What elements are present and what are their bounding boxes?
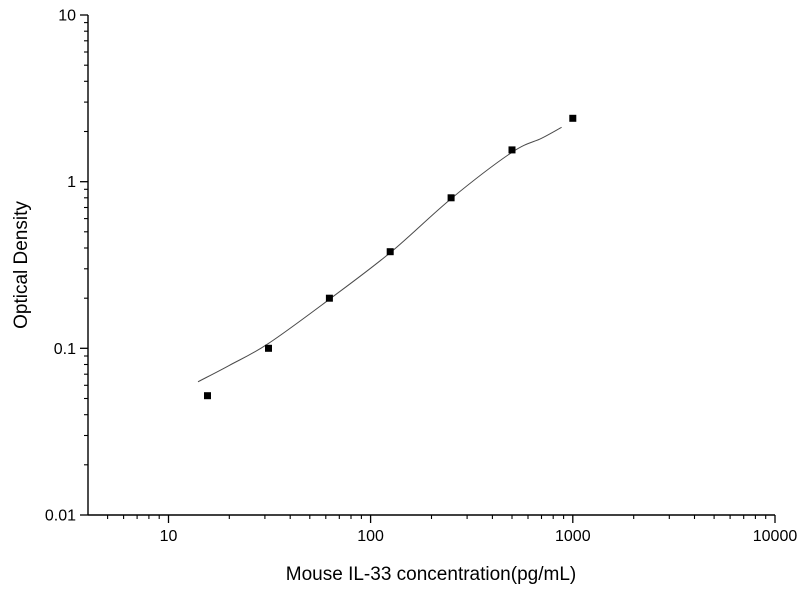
data-point — [204, 392, 211, 400]
data-point — [325, 294, 333, 302]
data-point — [447, 194, 455, 202]
fit-curve-path — [197, 126, 562, 383]
x-tick-label: 1000 — [555, 528, 591, 545]
data-point — [265, 344, 272, 352]
y-tick-label: 0.1 — [54, 341, 76, 358]
y-tick-label: 0.01 — [45, 508, 76, 525]
y-tick-label: 1 — [67, 174, 76, 191]
x-axis-ticks: 10 100 1000 10000 — [107, 515, 798, 545]
x-axis-title: Mouse IL-33 concentration(pg/mL) — [285, 564, 577, 585]
x-tick-label: 10 — [160, 528, 178, 545]
data-point — [386, 248, 394, 256]
data-point — [569, 114, 577, 122]
data-point — [508, 146, 516, 154]
y-axis-ticks: 0.01 0.1 1 10 — [45, 8, 88, 525]
x-tick-label: 100 — [357, 528, 384, 545]
y-axis-title: Optical Density — [11, 201, 32, 329]
x-tick-label: 10000 — [753, 528, 798, 545]
data-series — [204, 114, 577, 400]
y-tick-label: 10 — [58, 8, 76, 25]
